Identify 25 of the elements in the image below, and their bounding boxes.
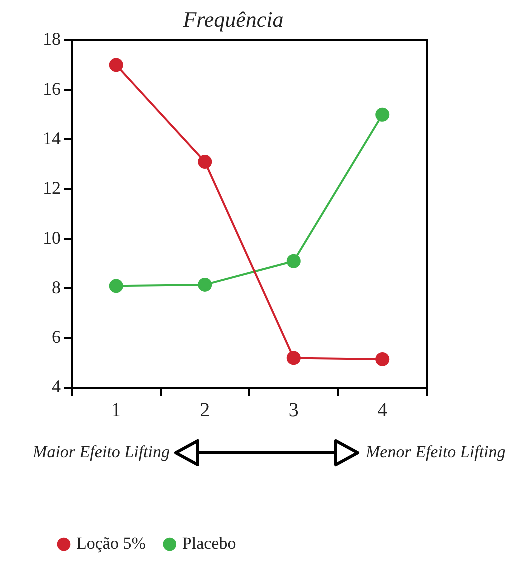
point	[198, 155, 212, 170]
x-tick-label: 1	[111, 399, 122, 422]
x-tick-label: 3	[288, 399, 299, 422]
point	[198, 278, 212, 292]
text: Menor Efeito Lifting	[365, 442, 506, 462]
y-tick-label: 8	[52, 277, 61, 298]
y-tick-label: 10	[43, 228, 61, 248]
point	[376, 108, 390, 122]
y-tick-label: 12	[43, 178, 61, 198]
y-tick-label: 14	[43, 128, 61, 148]
y-tick-label: 16	[43, 78, 61, 99]
y-tick-label: 4	[52, 376, 61, 397]
point	[286, 254, 301, 268]
point	[109, 279, 124, 294]
legend-label: Placebo	[182, 534, 236, 553]
point	[109, 58, 124, 72]
x-tick-label: 4	[378, 399, 388, 422]
x-tick-label: 2	[200, 399, 210, 422]
y-tick-label: 18	[43, 29, 61, 50]
y-tick-label: 6	[52, 327, 61, 348]
text: Maior Efeito Lifting	[32, 442, 170, 462]
legend-label: Loção 5%	[76, 534, 146, 553]
point	[376, 352, 390, 366]
point	[286, 351, 301, 366]
chart-title: Frequência	[182, 6, 284, 32]
